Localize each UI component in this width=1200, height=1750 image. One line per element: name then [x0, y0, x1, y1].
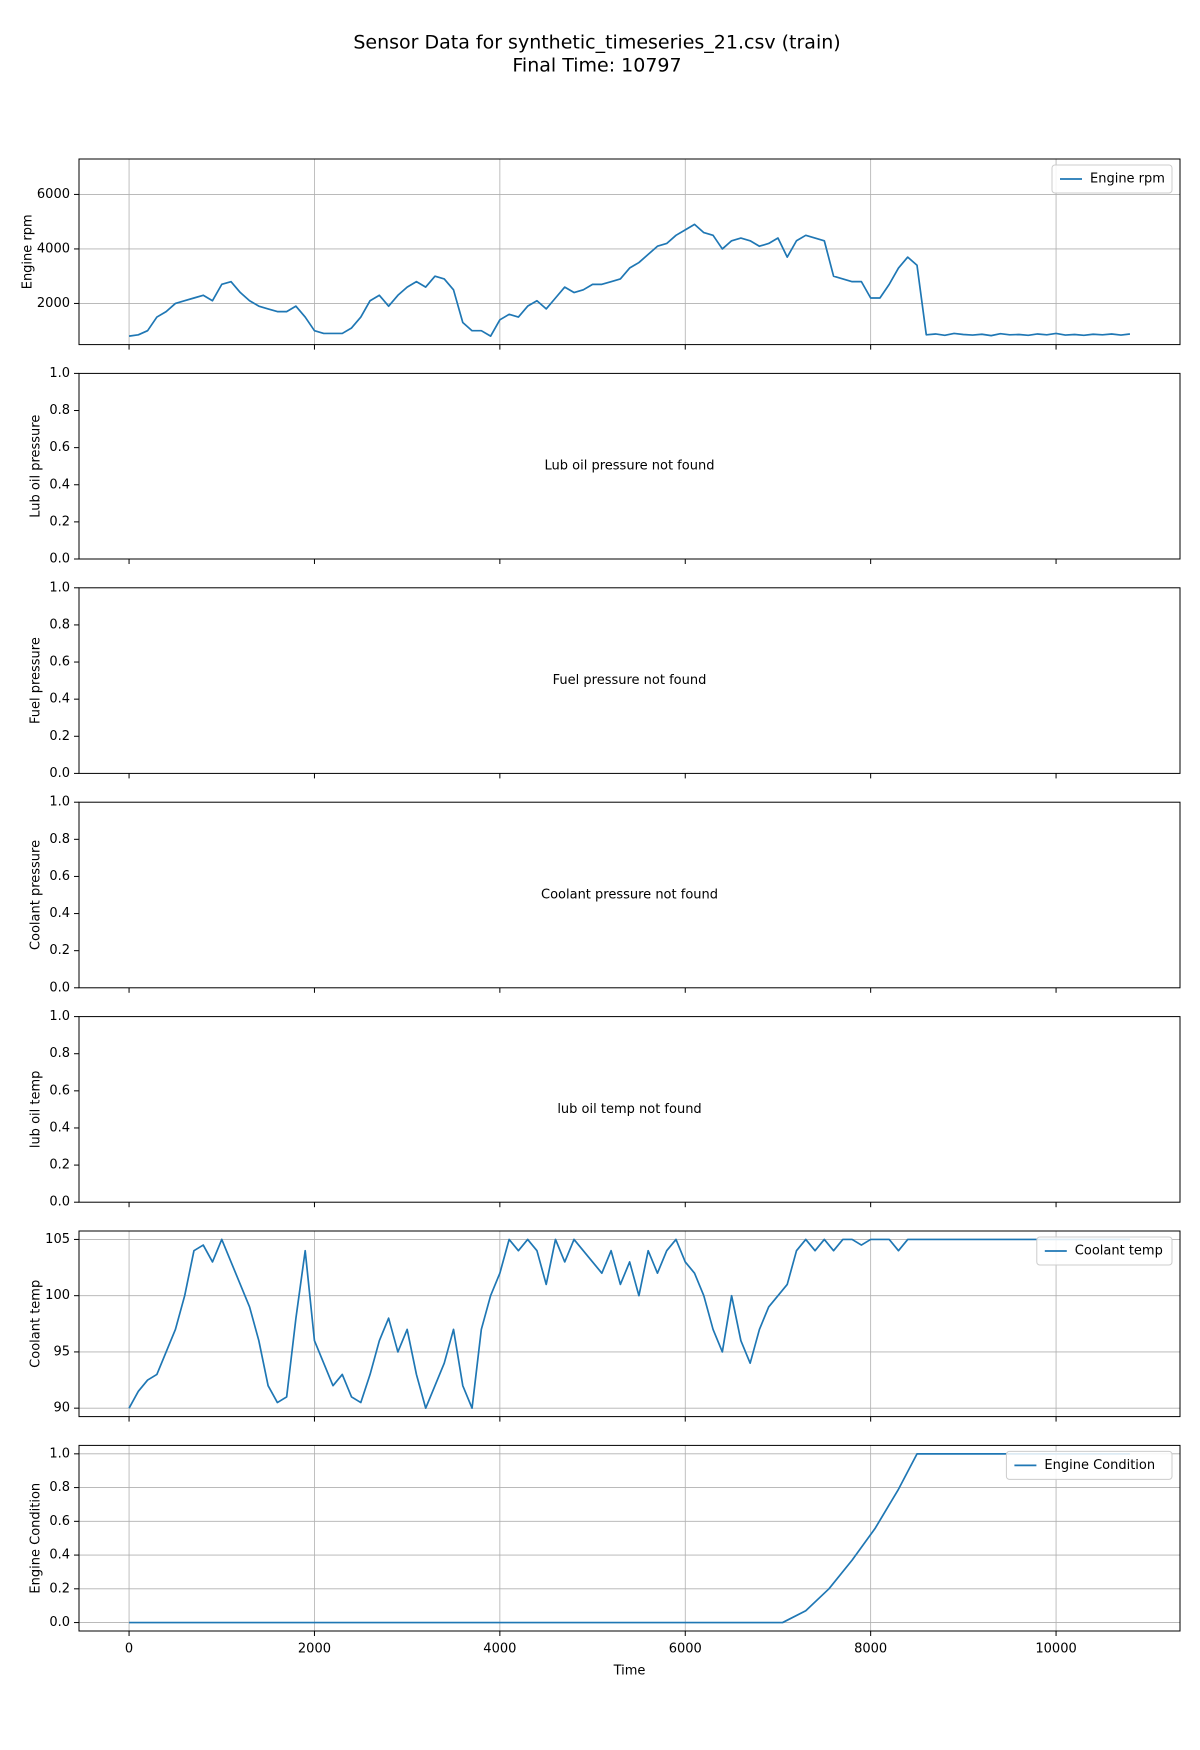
- y-tick-label: 0.0: [49, 552, 70, 567]
- y-tick-label: 90: [53, 1401, 70, 1416]
- legend-box: [1051, 164, 1173, 194]
- y-axis-label: Engine Condition: [29, 1483, 44, 1594]
- y-tick-label: 0.0: [49, 766, 70, 781]
- y-tick-label: 0.0: [49, 1615, 70, 1630]
- y-tick-label: 6000: [37, 187, 70, 202]
- y-tick-label: 0.4: [49, 1120, 70, 1135]
- y-tick-label: 0.8: [49, 403, 70, 418]
- y-axis-label: Coolant pressure: [29, 840, 44, 950]
- y-axis-label: Lub oil pressure: [29, 415, 44, 518]
- annotation: Lub oil pressure not found: [545, 459, 715, 474]
- axes-frame: [78, 1444, 1181, 1632]
- y-axis-label: Coolant temp: [29, 1280, 44, 1368]
- y-tick-label: 0.4: [49, 906, 70, 921]
- x-axis-label: Time: [613, 1664, 646, 1679]
- y-tick-label: 0.2: [49, 943, 70, 958]
- legend-box: [1005, 1450, 1173, 1480]
- x-tick-label: 0: [125, 1642, 133, 1657]
- y-tick-label: 0.6: [49, 1083, 70, 1098]
- y-axis-label: Fuel pressure: [29, 637, 44, 724]
- legend-label: Engine rpm: [1090, 172, 1165, 187]
- y-tick-label: 1.0: [49, 1009, 70, 1024]
- y-tick-label: 0.0: [49, 980, 70, 995]
- legend-label: Coolant temp: [1075, 1244, 1163, 1259]
- x-tick-label: 2000: [298, 1642, 331, 1657]
- y-tick-label: 1.0: [49, 1446, 70, 1461]
- y-tick-label: 1.0: [49, 366, 70, 381]
- y-tick-label: 1.0: [49, 580, 70, 595]
- figure-title: Sensor Data for synthetic_timeseries_21.…: [353, 32, 840, 54]
- y-tick-label: 0.8: [49, 832, 70, 847]
- figure-subtitle: Final Time: 10797: [512, 55, 681, 77]
- legend-box: [1036, 1236, 1173, 1266]
- legend-label: Engine Condition: [1044, 1458, 1155, 1473]
- x-tick-label: 6000: [669, 1642, 702, 1657]
- y-tick-label: 0.2: [49, 1158, 70, 1173]
- y-tick-label: 4000: [37, 241, 70, 256]
- y-tick-label: 95: [53, 1344, 70, 1359]
- axes-frame: [78, 1016, 1181, 1203]
- y-tick-label: 0.6: [49, 869, 70, 884]
- series-line: [128, 1238, 1130, 1410]
- axes-frame: [78, 372, 1181, 560]
- y-tick-label: 0.6: [49, 655, 70, 670]
- annotation: lub oil temp not found: [557, 1102, 701, 1117]
- y-tick-label: 0.2: [49, 729, 70, 744]
- series-line: [128, 223, 1131, 337]
- y-tick-label: 100: [45, 1288, 70, 1303]
- axes-frame: [78, 158, 1181, 346]
- annotation: Coolant pressure not found: [541, 888, 718, 903]
- x-tick-label: 10000: [1035, 1642, 1076, 1657]
- axes-frame: [78, 801, 1181, 989]
- y-tick-label: 0.8: [49, 1046, 70, 1061]
- x-tick-label: 8000: [854, 1642, 887, 1657]
- y-axis-label: lub oil temp: [29, 1071, 44, 1149]
- y-tick-label: 0.2: [49, 1581, 70, 1596]
- y-tick-label: 0.0: [49, 1195, 70, 1210]
- y-tick-label: 0.4: [49, 1548, 70, 1563]
- axes-frame: [78, 587, 1181, 774]
- y-tick-label: 0.6: [49, 440, 70, 455]
- y-tick-label: 0.8: [49, 1480, 70, 1495]
- y-tick-label: 1.0: [49, 795, 70, 810]
- annotation: Fuel pressure not found: [553, 673, 707, 688]
- y-tick-label: 0.8: [49, 617, 70, 632]
- y-tick-label: 0.4: [49, 477, 70, 492]
- series-line: [129, 1452, 1130, 1624]
- y-tick-label: 0.2: [49, 514, 70, 529]
- y-tick-label: 0.6: [49, 1514, 70, 1529]
- y-tick-label: 105: [45, 1232, 70, 1247]
- y-axis-label: Engine rpm: [20, 214, 35, 289]
- y-tick-label: 0.4: [49, 692, 70, 707]
- x-tick-label: 4000: [483, 1642, 516, 1657]
- y-tick-label: 2000: [37, 296, 70, 311]
- axes-frame: [78, 1230, 1181, 1418]
